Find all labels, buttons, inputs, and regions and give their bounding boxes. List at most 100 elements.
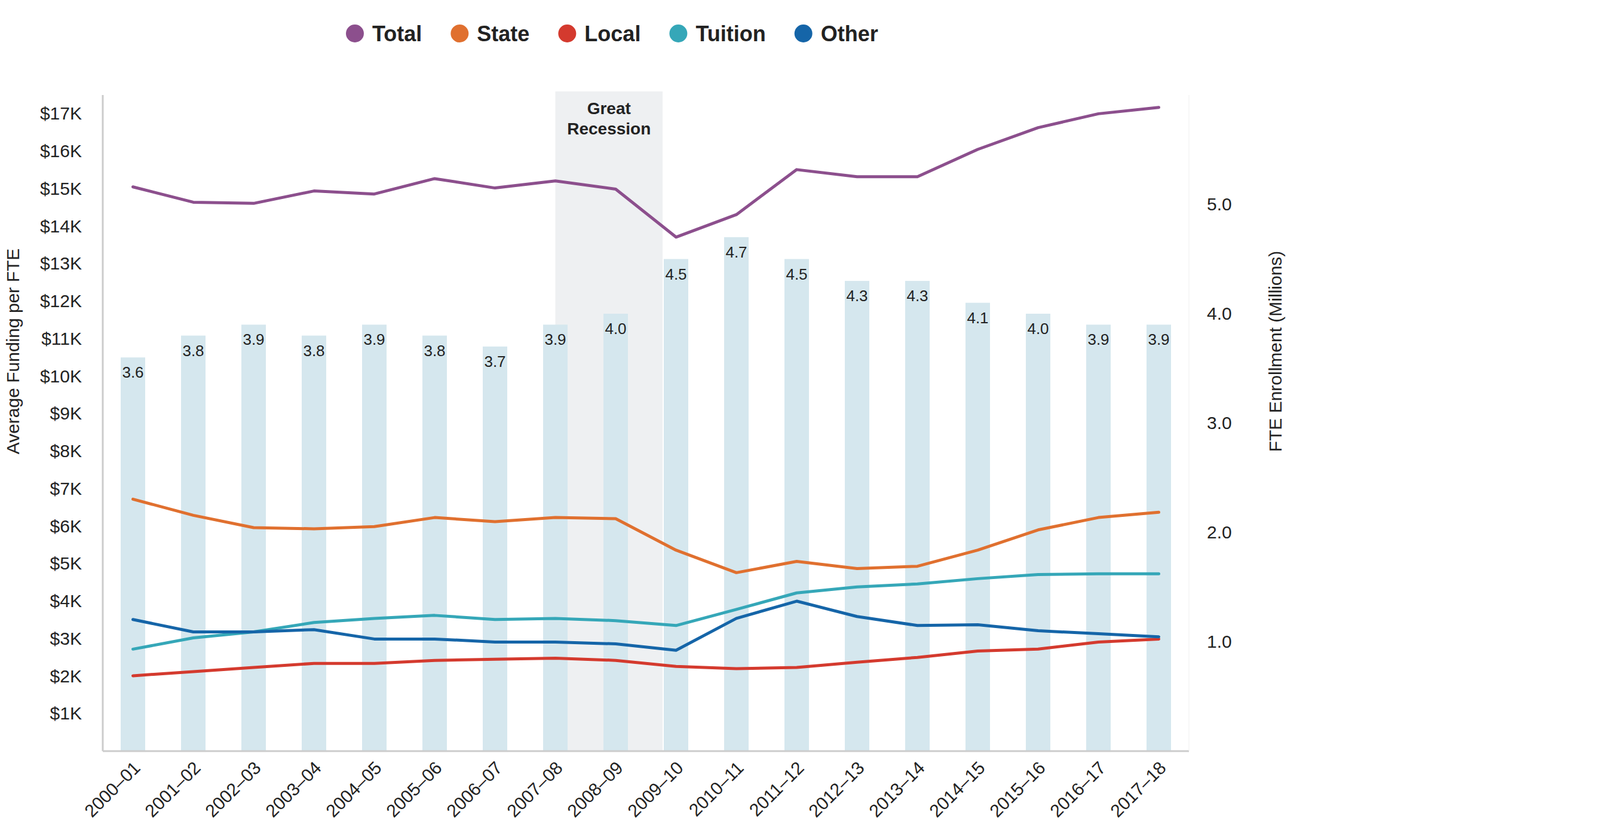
x-tick-label: 2017–18	[1106, 757, 1170, 821]
data-label: 3.8	[423, 341, 446, 360]
x-tick-label: 2001–02	[141, 757, 205, 821]
y-tick-label: $3K	[50, 628, 82, 649]
data-label: 3.8	[182, 341, 204, 360]
data-label: 3.8	[302, 341, 325, 360]
chart: GreatRecession 3.6 3.8 3.9 3.8 3.9 3.8 3.7 3.9 4.…	[0, 0, 1600, 827]
y-ticks: $1K$2K$3K$4K$5K$6K$7K$8K$9K$10K$11K$12K$…	[40, 103, 82, 723]
data-label: 4.1	[966, 308, 989, 327]
y-tick-label: $10K	[40, 366, 82, 386]
bar	[844, 280, 870, 752]
legend-swatch	[794, 24, 813, 43]
x-axis-line	[102, 750, 1189, 753]
y-tick-label: $15K	[40, 178, 82, 199]
plot-data	[120, 107, 1172, 752]
annotation-text: GreatRecession	[566, 99, 651, 139]
x-ticks: 2000–012001–022002–032003–042004–052005–…	[80, 757, 1170, 821]
legend-label: Tuition	[695, 21, 766, 47]
x-tick-label: 2008–09	[563, 757, 627, 821]
bar	[181, 335, 206, 752]
data-label: 3.9	[363, 330, 385, 349]
data-label: 3.7	[483, 352, 506, 371]
data-label: 4.0	[604, 319, 627, 338]
data-label: 4.0	[1027, 319, 1049, 338]
line-series	[133, 107, 1160, 238]
y2-axis-line	[1188, 94, 1190, 752]
y2-tick-label: 1.0	[1206, 631, 1232, 652]
data-label: 3.9	[1087, 330, 1109, 349]
bar	[543, 324, 568, 752]
data-label: 4.5	[664, 265, 687, 284]
data-label: 4.5	[785, 265, 808, 284]
x-tick-label: 2012–13	[804, 757, 869, 821]
bar	[784, 259, 809, 752]
annotation-line: Recession	[566, 119, 651, 139]
x-tick-label: 2004–05	[322, 757, 386, 821]
legend-swatch	[669, 24, 688, 43]
y-tick-label: $17K	[40, 103, 82, 124]
bar	[603, 313, 628, 752]
bar	[120, 357, 146, 752]
x-tick-label: 2000–01	[80, 757, 144, 821]
y2-ticks: 1.02.03.04.05.0	[1206, 194, 1232, 652]
x-tick-label: 2013–14	[865, 757, 929, 821]
legend-swatch	[345, 24, 364, 43]
legend-swatch	[558, 24, 576, 43]
data-label: 3.9	[242, 330, 265, 349]
line-series	[133, 638, 1160, 676]
bar	[482, 346, 508, 752]
y2-tick-label: 4.0	[1206, 303, 1232, 324]
data-label: 4.3	[906, 286, 928, 305]
data-label: 4.7	[725, 243, 747, 262]
legend-swatch	[450, 24, 469, 43]
legend-label: State	[476, 21, 530, 47]
y-tick-label: $12K	[40, 290, 82, 311]
y-axis-line	[102, 94, 104, 752]
x-tick-label: 2006–07	[442, 757, 507, 821]
x-tick-label: 2009–10	[623, 757, 688, 821]
data-label: 3.9	[544, 330, 566, 349]
line-series	[133, 573, 1160, 649]
annotation-line: Great	[587, 99, 631, 118]
x-tick-label: 2016–17	[1046, 757, 1110, 821]
y-tick-label: $13K	[40, 253, 82, 274]
y-tick-label: $4K	[50, 590, 82, 611]
annotations: GreatRecession	[555, 91, 664, 752]
y-axis-title: Average Funding per FTE	[2, 248, 23, 455]
x-tick-label: 2002–03	[201, 757, 265, 821]
y-tick-label: $2K	[50, 666, 82, 686]
y-tick-label: $1K	[50, 703, 82, 723]
bar	[422, 335, 447, 752]
y-tick-label: $8K	[50, 440, 82, 461]
x-tick-label: 2003–04	[261, 757, 326, 821]
data-label: 3.9	[1147, 330, 1170, 349]
bar	[1146, 324, 1172, 752]
x-tick-label: 2014–15	[925, 757, 989, 821]
bar	[663, 259, 689, 752]
legend-label: Local	[584, 21, 641, 47]
y-tick-label: $9K	[50, 403, 82, 424]
y2-tick-label: 2.0	[1206, 522, 1232, 542]
x-tick-label: 2015–16	[985, 757, 1050, 821]
data-label: 4.3	[846, 286, 868, 305]
y2-axis-title: FTE Enrollment (Millions)	[1265, 250, 1286, 453]
bar	[905, 280, 930, 752]
bar	[965, 302, 990, 752]
line-series	[133, 498, 1160, 573]
y-tick-label: $16K	[40, 141, 82, 161]
x-tick-label: 2010–11	[684, 757, 747, 820]
legend-label: Other	[820, 21, 879, 47]
bar	[1086, 324, 1111, 752]
x-tick-label: 2007–08	[503, 757, 567, 821]
y2-tick-label: 5.0	[1206, 194, 1232, 214]
data-labels: 3.6 3.8 3.9 3.8 3.9 3.8 3.7 3.9 4.0 4.5 4.7 4.5 4.3 4…	[121, 243, 1170, 382]
y-tick-label: $11K	[41, 328, 82, 349]
y-tick-label: $5K	[50, 553, 82, 573]
bar	[724, 237, 749, 752]
legend: Total State Local Tuition Other	[345, 21, 879, 47]
data-label: 3.6	[121, 363, 144, 382]
x-tick-label: 2005–06	[382, 757, 446, 821]
bar	[301, 335, 327, 752]
y-tick-label: $7K	[50, 478, 82, 499]
x-tick-label: 2011–12	[745, 757, 808, 820]
legend-label: Total	[372, 21, 422, 47]
